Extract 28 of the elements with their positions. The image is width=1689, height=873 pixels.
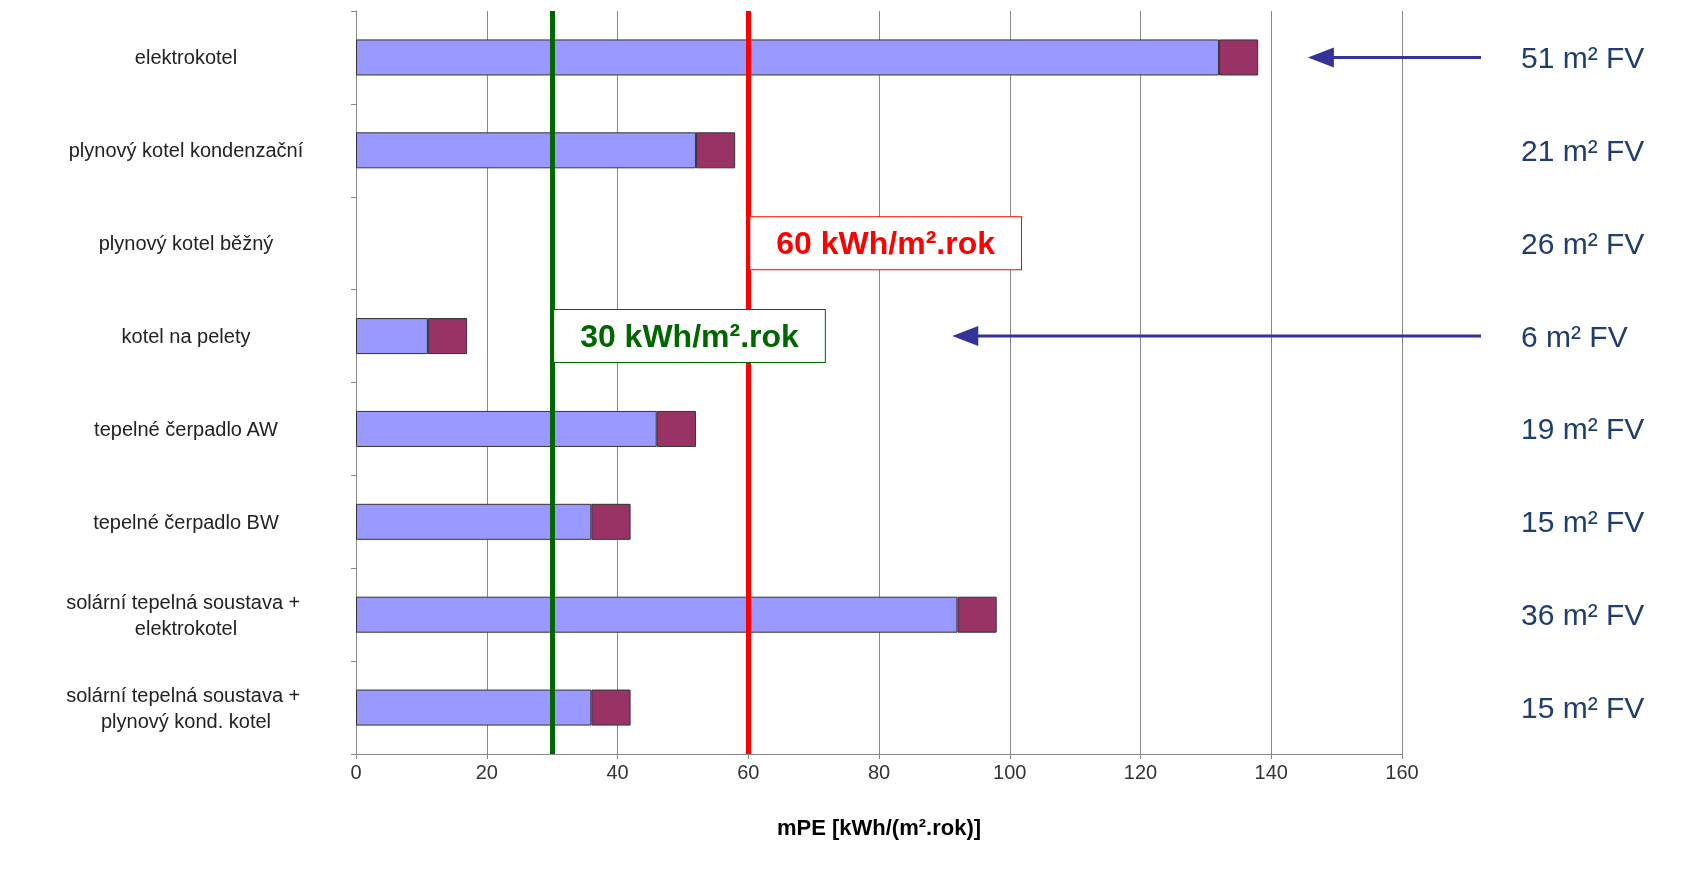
y-tick-label: tepelné čerpadlo BW xyxy=(93,510,279,533)
x-tick-label: 140 xyxy=(1254,761,1288,783)
text: 26 m² FV xyxy=(1521,226,1645,260)
x-tick-label: 100 xyxy=(993,761,1027,783)
x-tick-label: 120 xyxy=(1123,761,1158,783)
text: 19 m² FV xyxy=(1521,412,1645,446)
y-tick-label: tepelné čerpadlo AW xyxy=(94,417,279,440)
text: 21 m² FV xyxy=(1521,133,1645,167)
x-tick-label: 0 xyxy=(350,761,362,783)
text: 36 m² FV xyxy=(1521,598,1645,632)
y-tick-label: kotel na pelety xyxy=(121,325,251,348)
x-axis-title: mPE [kWh/(m².rok)] xyxy=(776,814,982,840)
y-tick-label: plynový kotel běžný xyxy=(98,232,274,255)
x-tick-label: 80 xyxy=(867,761,891,783)
text: 15 m² FV xyxy=(1521,505,1645,539)
y-tick-label: elektrokotel xyxy=(134,46,238,69)
x-tick-label: 20 xyxy=(475,761,498,783)
ref-line-label: 60 kWh/m².rok xyxy=(776,225,996,262)
y-tick-label: solární tepelná soustava + elektrokotel xyxy=(66,590,306,639)
y-tick-label: solární tepelná soustava + plynový kond. kotel xyxy=(66,683,306,732)
text: 51 m² FV xyxy=(1521,40,1645,74)
ref-line-label: 30 kWh/m².rok xyxy=(580,318,800,355)
x-tick-label: 40 xyxy=(606,761,629,783)
x-tick-label: 160 xyxy=(1385,761,1419,783)
x-tick-label: 60 xyxy=(737,761,760,783)
text: 6 m² FV xyxy=(1521,319,1628,353)
text: 15 m² FV xyxy=(1521,691,1645,725)
y-tick-label: plynový kotel kondenzační xyxy=(68,139,304,162)
